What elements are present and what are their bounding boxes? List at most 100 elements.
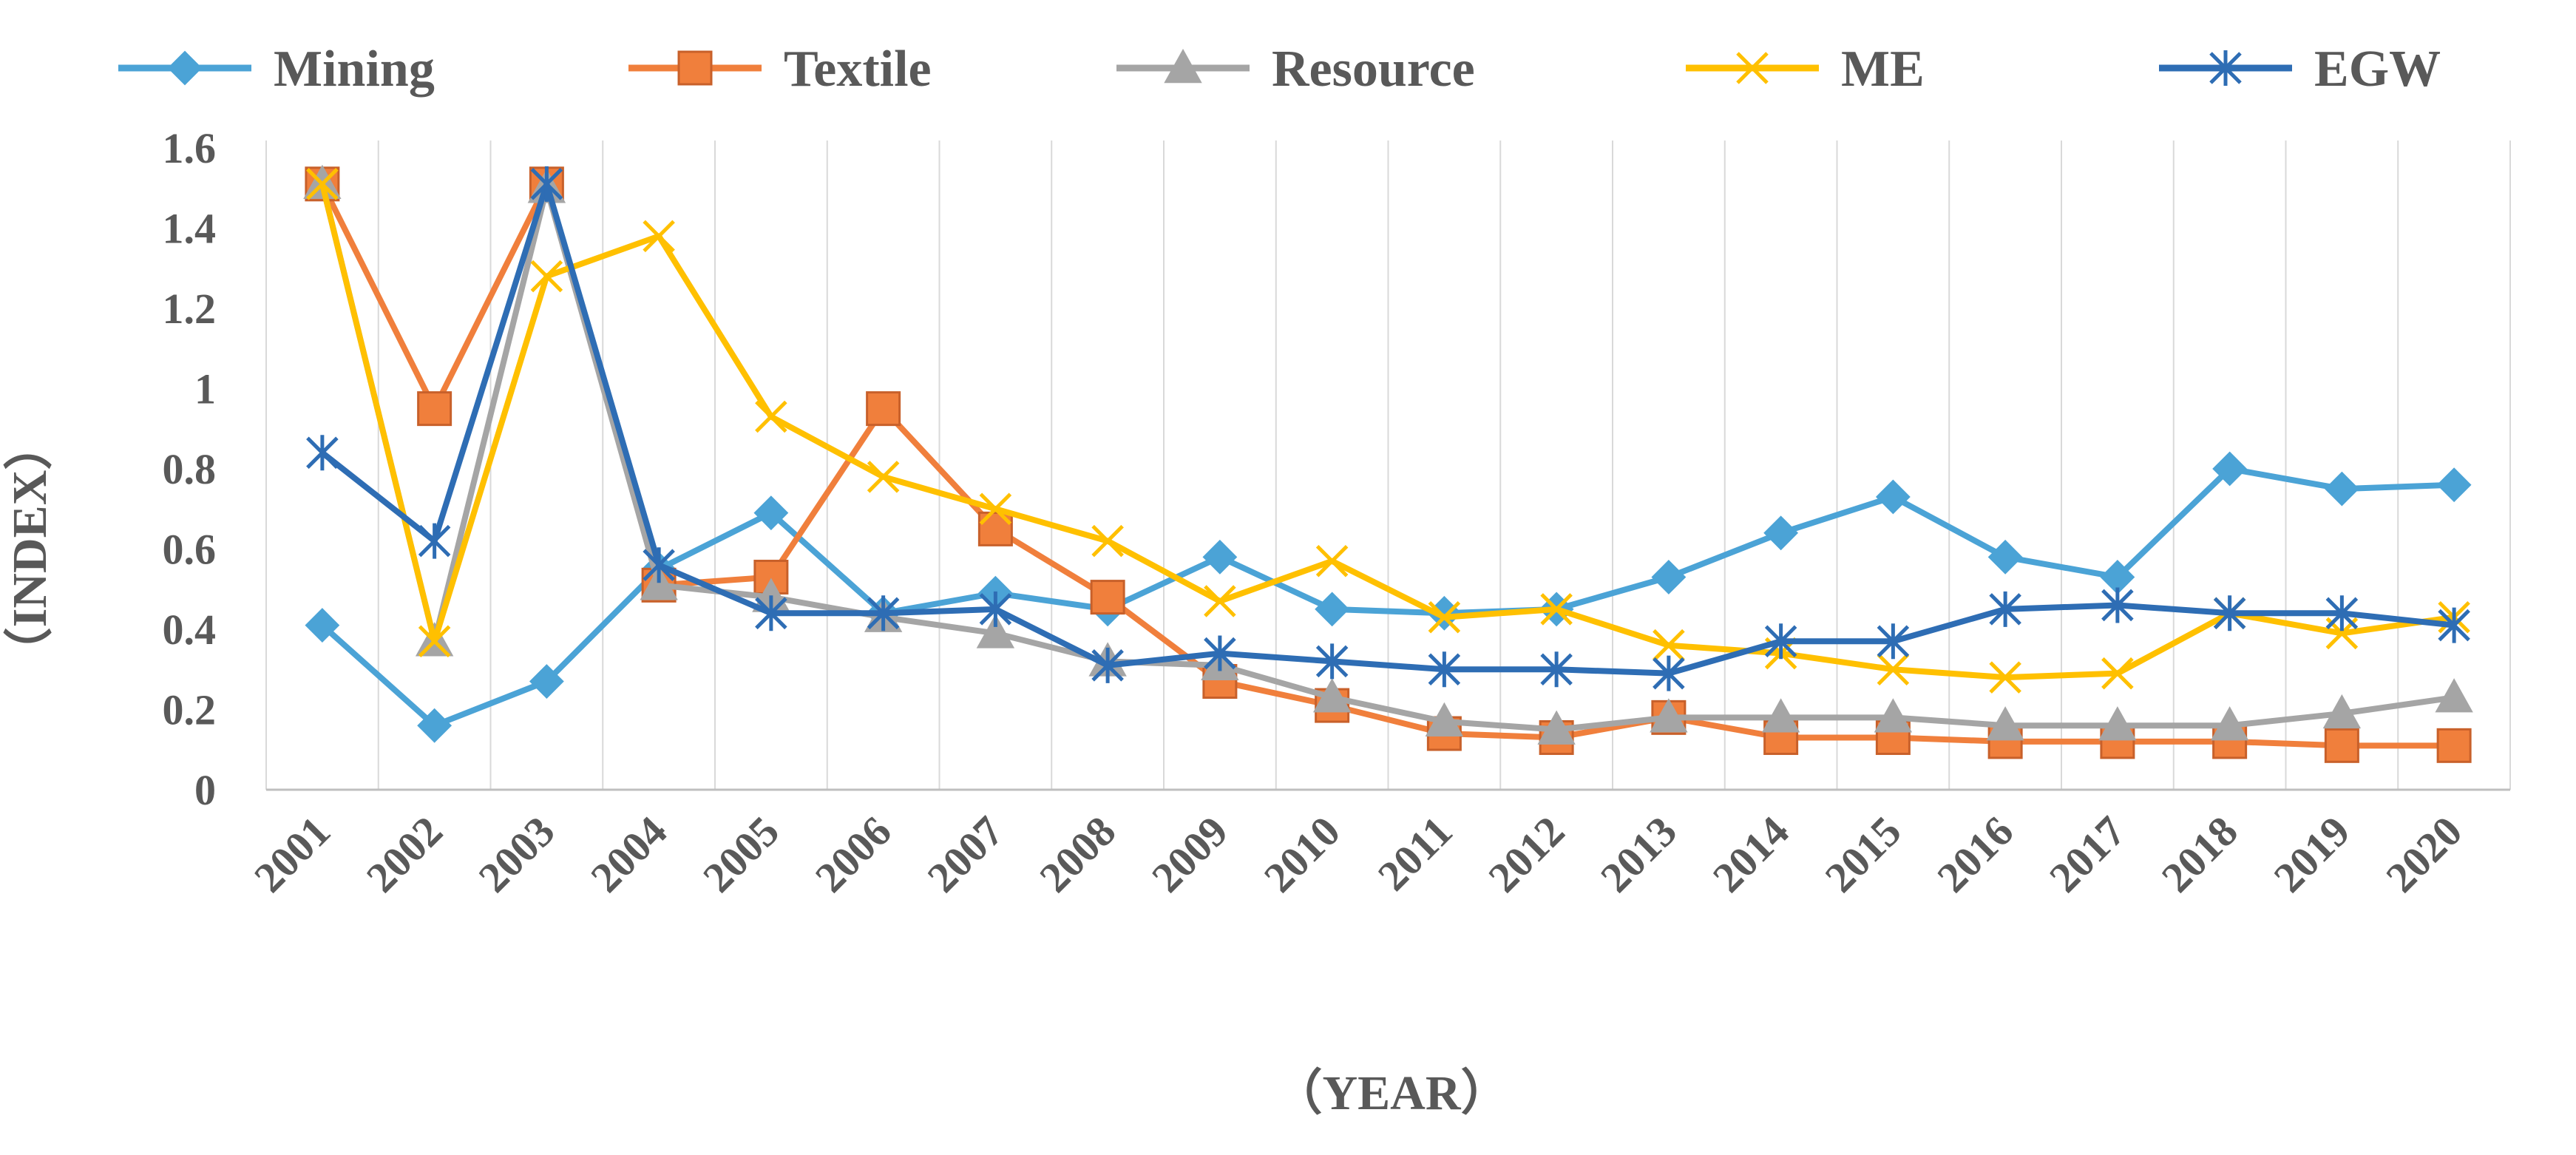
data-point-egw <box>867 595 900 631</box>
data-point-mining <box>1315 592 1350 627</box>
data-point-resource <box>1312 678 1352 713</box>
series-line-resource <box>319 183 2455 733</box>
data-point-textile <box>753 559 789 595</box>
data-point-me <box>1877 653 1910 686</box>
data-point-me <box>1204 585 1236 617</box>
legend: Mining Textile Resource ME EGW <box>118 41 2441 98</box>
series-layer <box>303 164 2473 763</box>
data-point-egw <box>306 435 339 471</box>
data-point-resource <box>1650 698 1688 733</box>
y-tick-label: 1.2 <box>163 285 217 333</box>
series-line-me <box>319 183 2455 681</box>
data-point-me <box>306 168 339 200</box>
data-point-resource <box>976 614 1015 648</box>
data-point-me <box>1653 629 1685 662</box>
x-tick-label: 2004 <box>581 807 676 901</box>
x-tick-label: 2015 <box>1816 807 1911 901</box>
data-point-egw <box>1653 655 1685 691</box>
y-tick-label: 1 <box>194 365 216 413</box>
x-tick-label: 2019 <box>2265 807 2359 901</box>
data-point-me <box>1540 593 1573 626</box>
data-point-egw <box>1877 623 1910 660</box>
data-point-resource <box>1761 698 1800 733</box>
y-tick-label: 0.2 <box>163 686 217 734</box>
y-tick-label: 0.6 <box>163 526 217 574</box>
x-tick-label: 2009 <box>1142 807 1237 901</box>
x-tick-label: 2002 <box>357 807 452 901</box>
x-tick-label: 2003 <box>470 807 564 901</box>
data-point-me <box>1091 524 1124 558</box>
legend-label-mining: Mining <box>274 41 435 98</box>
series-line-mining <box>320 466 2455 729</box>
data-point-resource <box>640 566 678 600</box>
data-point-mining <box>305 608 340 643</box>
legend-item-me: ME <box>1686 41 1925 98</box>
x-tick-label: 2017 <box>2040 807 2135 901</box>
data-point-egw <box>2213 595 2246 631</box>
data-point-resource <box>1986 706 2024 741</box>
data-point-textile <box>1090 580 1125 615</box>
data-point-resource <box>1425 702 1464 736</box>
data-point-me <box>1428 600 1461 634</box>
data-point-egw <box>1091 647 1124 683</box>
data-point-mining <box>2436 467 2472 503</box>
y-tick-label: 0 <box>194 766 216 814</box>
x-tick-label: 2007 <box>918 807 1013 901</box>
data-point-mining <box>1763 515 1799 551</box>
data-point-egw <box>979 591 1012 627</box>
data-point-me <box>1315 545 1349 578</box>
data-point-egw <box>755 595 787 631</box>
data-point-egw <box>1764 623 1797 660</box>
series-line-textile <box>319 180 2455 749</box>
data-point-egw <box>1428 651 1461 688</box>
data-point-resource <box>2322 694 2362 729</box>
data-point-resource <box>2210 706 2249 741</box>
x-tick-label: 2005 <box>694 807 788 901</box>
data-point-mining <box>2212 451 2248 487</box>
y-tick-label: 0.4 <box>163 606 217 654</box>
x-tick-label: 2014 <box>1704 807 1798 901</box>
legend-item-egw: EGW <box>2159 41 2441 98</box>
data-point-mining <box>1875 479 1911 515</box>
data-point-mining <box>1987 539 2023 575</box>
data-point-resource <box>2435 678 2473 713</box>
data-point-textile <box>2324 728 2359 763</box>
x-tick-label: 2016 <box>1928 807 2022 901</box>
data-point-egw <box>1989 591 2021 627</box>
data-point-egw <box>530 166 563 202</box>
data-point-egw <box>2325 595 2359 631</box>
x-tick-label: 2001 <box>245 807 339 901</box>
data-point-egw <box>2438 607 2470 643</box>
data-point-me <box>643 220 675 253</box>
series-line-egw <box>320 180 2455 677</box>
data-point-egw <box>418 523 451 559</box>
x-tick-label: 2006 <box>806 807 901 901</box>
x-tick-label: 2011 <box>1369 807 1462 900</box>
data-point-mining <box>417 708 453 743</box>
legend-label-egw: EGW <box>2314 41 2441 98</box>
legend-label-resource: Resource <box>1272 41 1475 98</box>
legend-marker-me <box>1736 52 1769 84</box>
data-point-egw <box>1204 635 1236 671</box>
x-tick-label: 2013 <box>1591 807 1686 901</box>
data-point-me <box>755 400 787 433</box>
legend-item-resource: Resource <box>1116 41 1475 98</box>
legend-item-textile: Textile <box>628 41 932 98</box>
x-tick-label: 2008 <box>1030 807 1125 901</box>
x-tick-label: 2012 <box>1479 807 1573 901</box>
y-axis-title: （INDEX） <box>2 421 57 677</box>
data-point-textile <box>417 391 453 427</box>
data-point-me <box>867 461 900 493</box>
data-point-mining <box>2324 471 2359 507</box>
data-point-textile <box>866 391 901 427</box>
data-point-me <box>1989 661 2021 694</box>
x-tick-label: 2010 <box>1255 807 1349 901</box>
x-axis-title: （YEAR） <box>1273 1066 1509 1120</box>
legend-item-mining: Mining <box>118 41 435 98</box>
x-tick-label: 2018 <box>2152 807 2247 901</box>
data-point-me <box>530 260 563 293</box>
data-point-textile <box>2436 728 2472 763</box>
legend-label-textile: Textile <box>784 41 932 98</box>
